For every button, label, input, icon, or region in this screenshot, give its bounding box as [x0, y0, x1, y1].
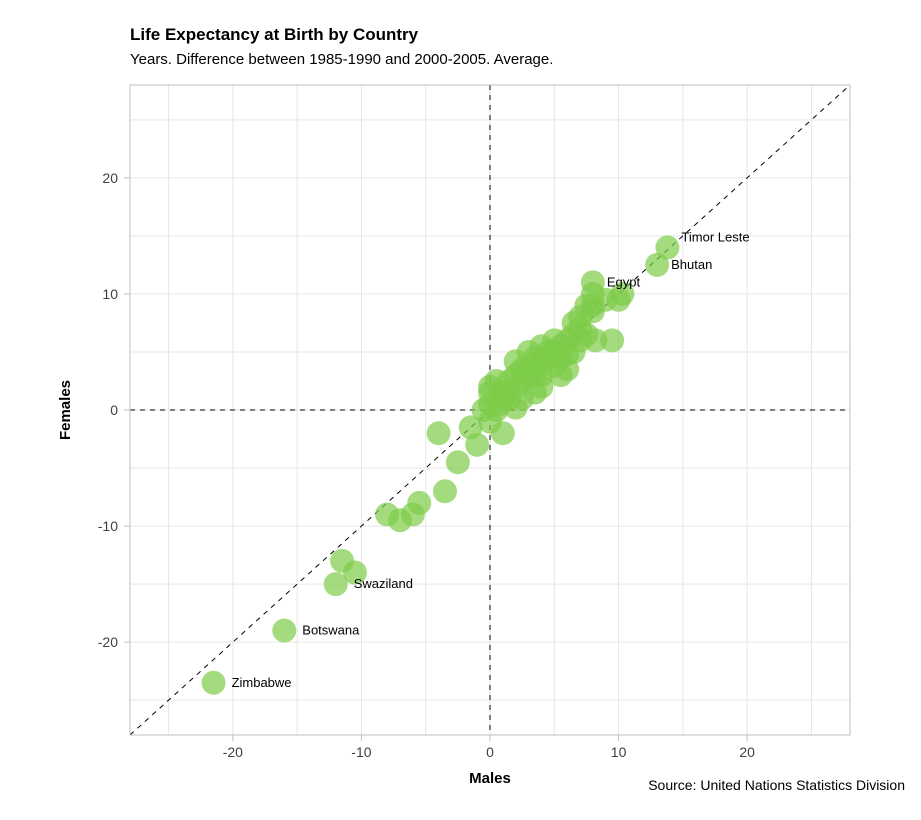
chart-title: Life Expectancy at Birth by Country [130, 25, 419, 44]
y-axis-label: Females [57, 380, 74, 440]
chart-source: Source: United Nations Statistics Divisi… [648, 777, 905, 793]
x-tick-label: -20 [223, 744, 243, 760]
chart-container: Zimbabwe Botswana Swaziland Egypt Bhutan Timo… [0, 0, 921, 820]
annotation-label: Bhutan [671, 257, 712, 272]
data-point [427, 421, 451, 445]
annotation-label: Swaziland [354, 576, 413, 591]
data-point [433, 479, 457, 503]
scatter-chart: Zimbabwe Botswana Swaziland Egypt Bhutan Timo… [0, 0, 921, 820]
data-point [491, 421, 515, 445]
y-tick-label: 0 [110, 402, 118, 418]
data-point [375, 502, 399, 526]
y-tick-label: -20 [98, 634, 118, 650]
x-tick-label: 0 [486, 744, 494, 760]
data-point [202, 671, 226, 695]
x-tick-label: -10 [351, 744, 371, 760]
data-point [600, 328, 624, 352]
annotation-label: Zimbabwe [232, 675, 292, 690]
y-tick-label: -10 [98, 518, 118, 534]
annotation-label: Egypt [607, 274, 641, 289]
data-point [272, 619, 296, 643]
x-tick-label: 20 [739, 744, 755, 760]
x-axis-label: Males [469, 770, 511, 787]
annotation-label: Botswana [302, 623, 360, 638]
data-point [655, 236, 679, 260]
data-point [446, 450, 470, 474]
data-point [330, 549, 354, 573]
data-point [407, 491, 431, 515]
y-tick-label: 10 [102, 286, 118, 302]
x-tick-label: 10 [611, 744, 627, 760]
annotation-label: Timor Leste [681, 230, 749, 245]
chart-subtitle: Years. Difference between 1985-1990 and … [130, 51, 553, 68]
y-tick-label: 20 [102, 170, 118, 186]
